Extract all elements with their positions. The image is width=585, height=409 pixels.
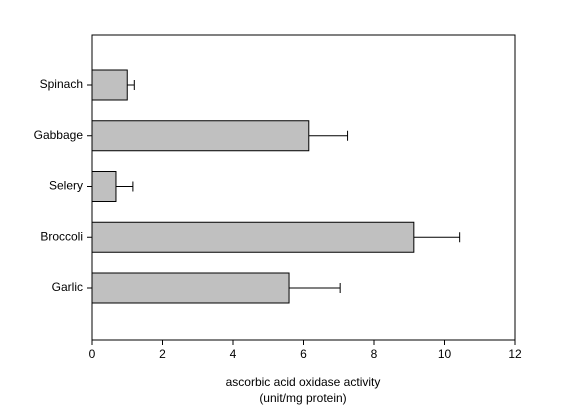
bar — [91, 272, 290, 304]
x-axis-label: (unit/mg protein) — [259, 391, 346, 405]
x-tick-label: 10 — [438, 347, 452, 361]
x-tick-label: 2 — [159, 347, 166, 361]
x-axis-label: ascorbic acid oxidase activity — [226, 375, 381, 389]
bar — [91, 120, 310, 152]
bar — [91, 69, 128, 101]
y-tick-label: Selery — [49, 179, 83, 193]
x-tick-label: 6 — [300, 347, 307, 361]
x-tick-label: 8 — [371, 347, 378, 361]
y-tick-label: Broccoli — [40, 229, 83, 243]
x-tick-label: 0 — [89, 347, 96, 361]
bar — [91, 221, 415, 253]
x-tick-label: 12 — [508, 347, 522, 361]
bar — [91, 171, 117, 202]
y-tick-label: Spinach — [40, 77, 83, 91]
y-tick-label: Garlic — [52, 280, 83, 294]
x-tick-label: 4 — [230, 347, 237, 361]
y-tick-label: Gabbage — [34, 128, 84, 142]
